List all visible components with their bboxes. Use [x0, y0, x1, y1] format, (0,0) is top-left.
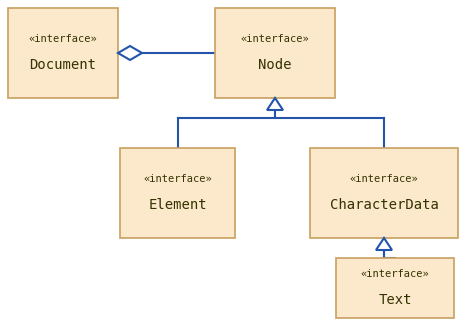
FancyBboxPatch shape — [336, 258, 454, 318]
Polygon shape — [376, 238, 392, 250]
FancyBboxPatch shape — [215, 8, 335, 98]
Text: Node: Node — [258, 58, 292, 72]
Text: Element: Element — [148, 198, 207, 212]
Polygon shape — [267, 98, 283, 110]
Polygon shape — [118, 46, 142, 60]
Text: «interface»: «interface» — [349, 174, 418, 184]
Text: «interface»: «interface» — [29, 34, 98, 44]
Text: Text: Text — [378, 293, 412, 307]
Text: CharacterData: CharacterData — [330, 198, 439, 212]
FancyBboxPatch shape — [8, 8, 118, 98]
FancyBboxPatch shape — [310, 148, 458, 238]
Text: Document: Document — [30, 58, 97, 72]
FancyBboxPatch shape — [120, 148, 235, 238]
Text: «interface»: «interface» — [361, 269, 430, 279]
Text: «interface»: «interface» — [143, 174, 212, 184]
Text: «interface»: «interface» — [241, 34, 310, 44]
